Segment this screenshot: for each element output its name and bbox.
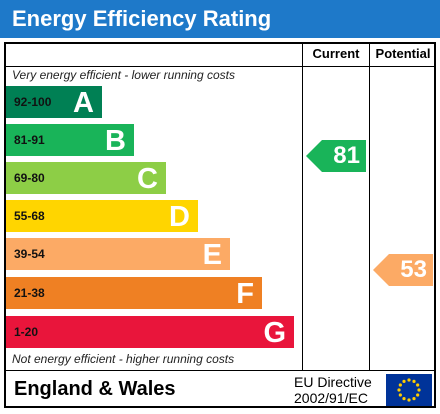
star-icon [416,393,420,397]
current-column-header: Current [312,46,360,61]
band-g: 1-20 G [6,316,294,349]
star-icon [402,397,406,401]
header-divider [4,66,436,67]
band-letter: D [169,201,190,233]
title-bar: Energy Efficiency Rating [0,0,440,38]
band-range: 69-80 [14,171,45,185]
star-icon [407,398,411,402]
star-icon [398,393,402,397]
band-range: 39-54 [14,247,45,261]
star-icon [398,383,402,387]
star-icon [412,379,416,383]
band-range: 55-68 [14,209,45,223]
band-letter: C [137,163,158,195]
star-icon [397,388,401,392]
star-icon [407,378,411,382]
band-range: 92-100 [14,95,52,109]
band-b: 81-91 B [6,124,134,157]
current-rating-value: 81 [333,142,360,169]
band-a: 92-100 A [6,86,102,119]
eu-directive-line2: 2002/91/EC [294,390,368,406]
current-arrow-shape [306,140,366,172]
footer-divider [4,370,436,371]
column-divider [302,42,303,370]
band-range: 81-91 [14,133,45,147]
potential-rating-arrow: 53 [373,254,433,286]
band-f: 21-38 F [6,277,262,310]
potential-column-header: Potential [375,46,431,61]
page-title: Energy Efficiency Rating [12,6,272,31]
eu-flag-icon [386,374,432,406]
band-letter: B [105,125,126,157]
current-rating-arrow: 81 [306,140,366,172]
potential-rating-value: 53 [400,256,427,283]
region-label: England & Wales [14,378,176,400]
bottom-note: Not energy efficient - higher running co… [12,352,235,366]
band-d: 55-68 D [6,200,198,233]
band-e: 39-54 E [6,238,230,271]
band-letter: A [73,87,94,119]
band-range: 1-20 [14,325,39,339]
band-letter: F [236,278,254,310]
star-icon [416,383,420,387]
star-icon [402,379,406,383]
rating-table [4,42,436,408]
band-range: 21-38 [14,286,45,300]
potential-arrow-shape [373,254,433,286]
eu-directive-line1: EU Directive [294,374,372,390]
eu-directive: EU Directive 2002/91/EC [294,374,372,406]
band-letter: G [263,317,286,349]
star-icon [412,397,416,401]
column-divider [369,42,370,370]
band-letter: E [202,239,222,271]
band-c: 69-80 C [6,162,166,195]
top-note: Very energy efficient - lower running co… [12,68,235,82]
star-icon [417,388,421,392]
